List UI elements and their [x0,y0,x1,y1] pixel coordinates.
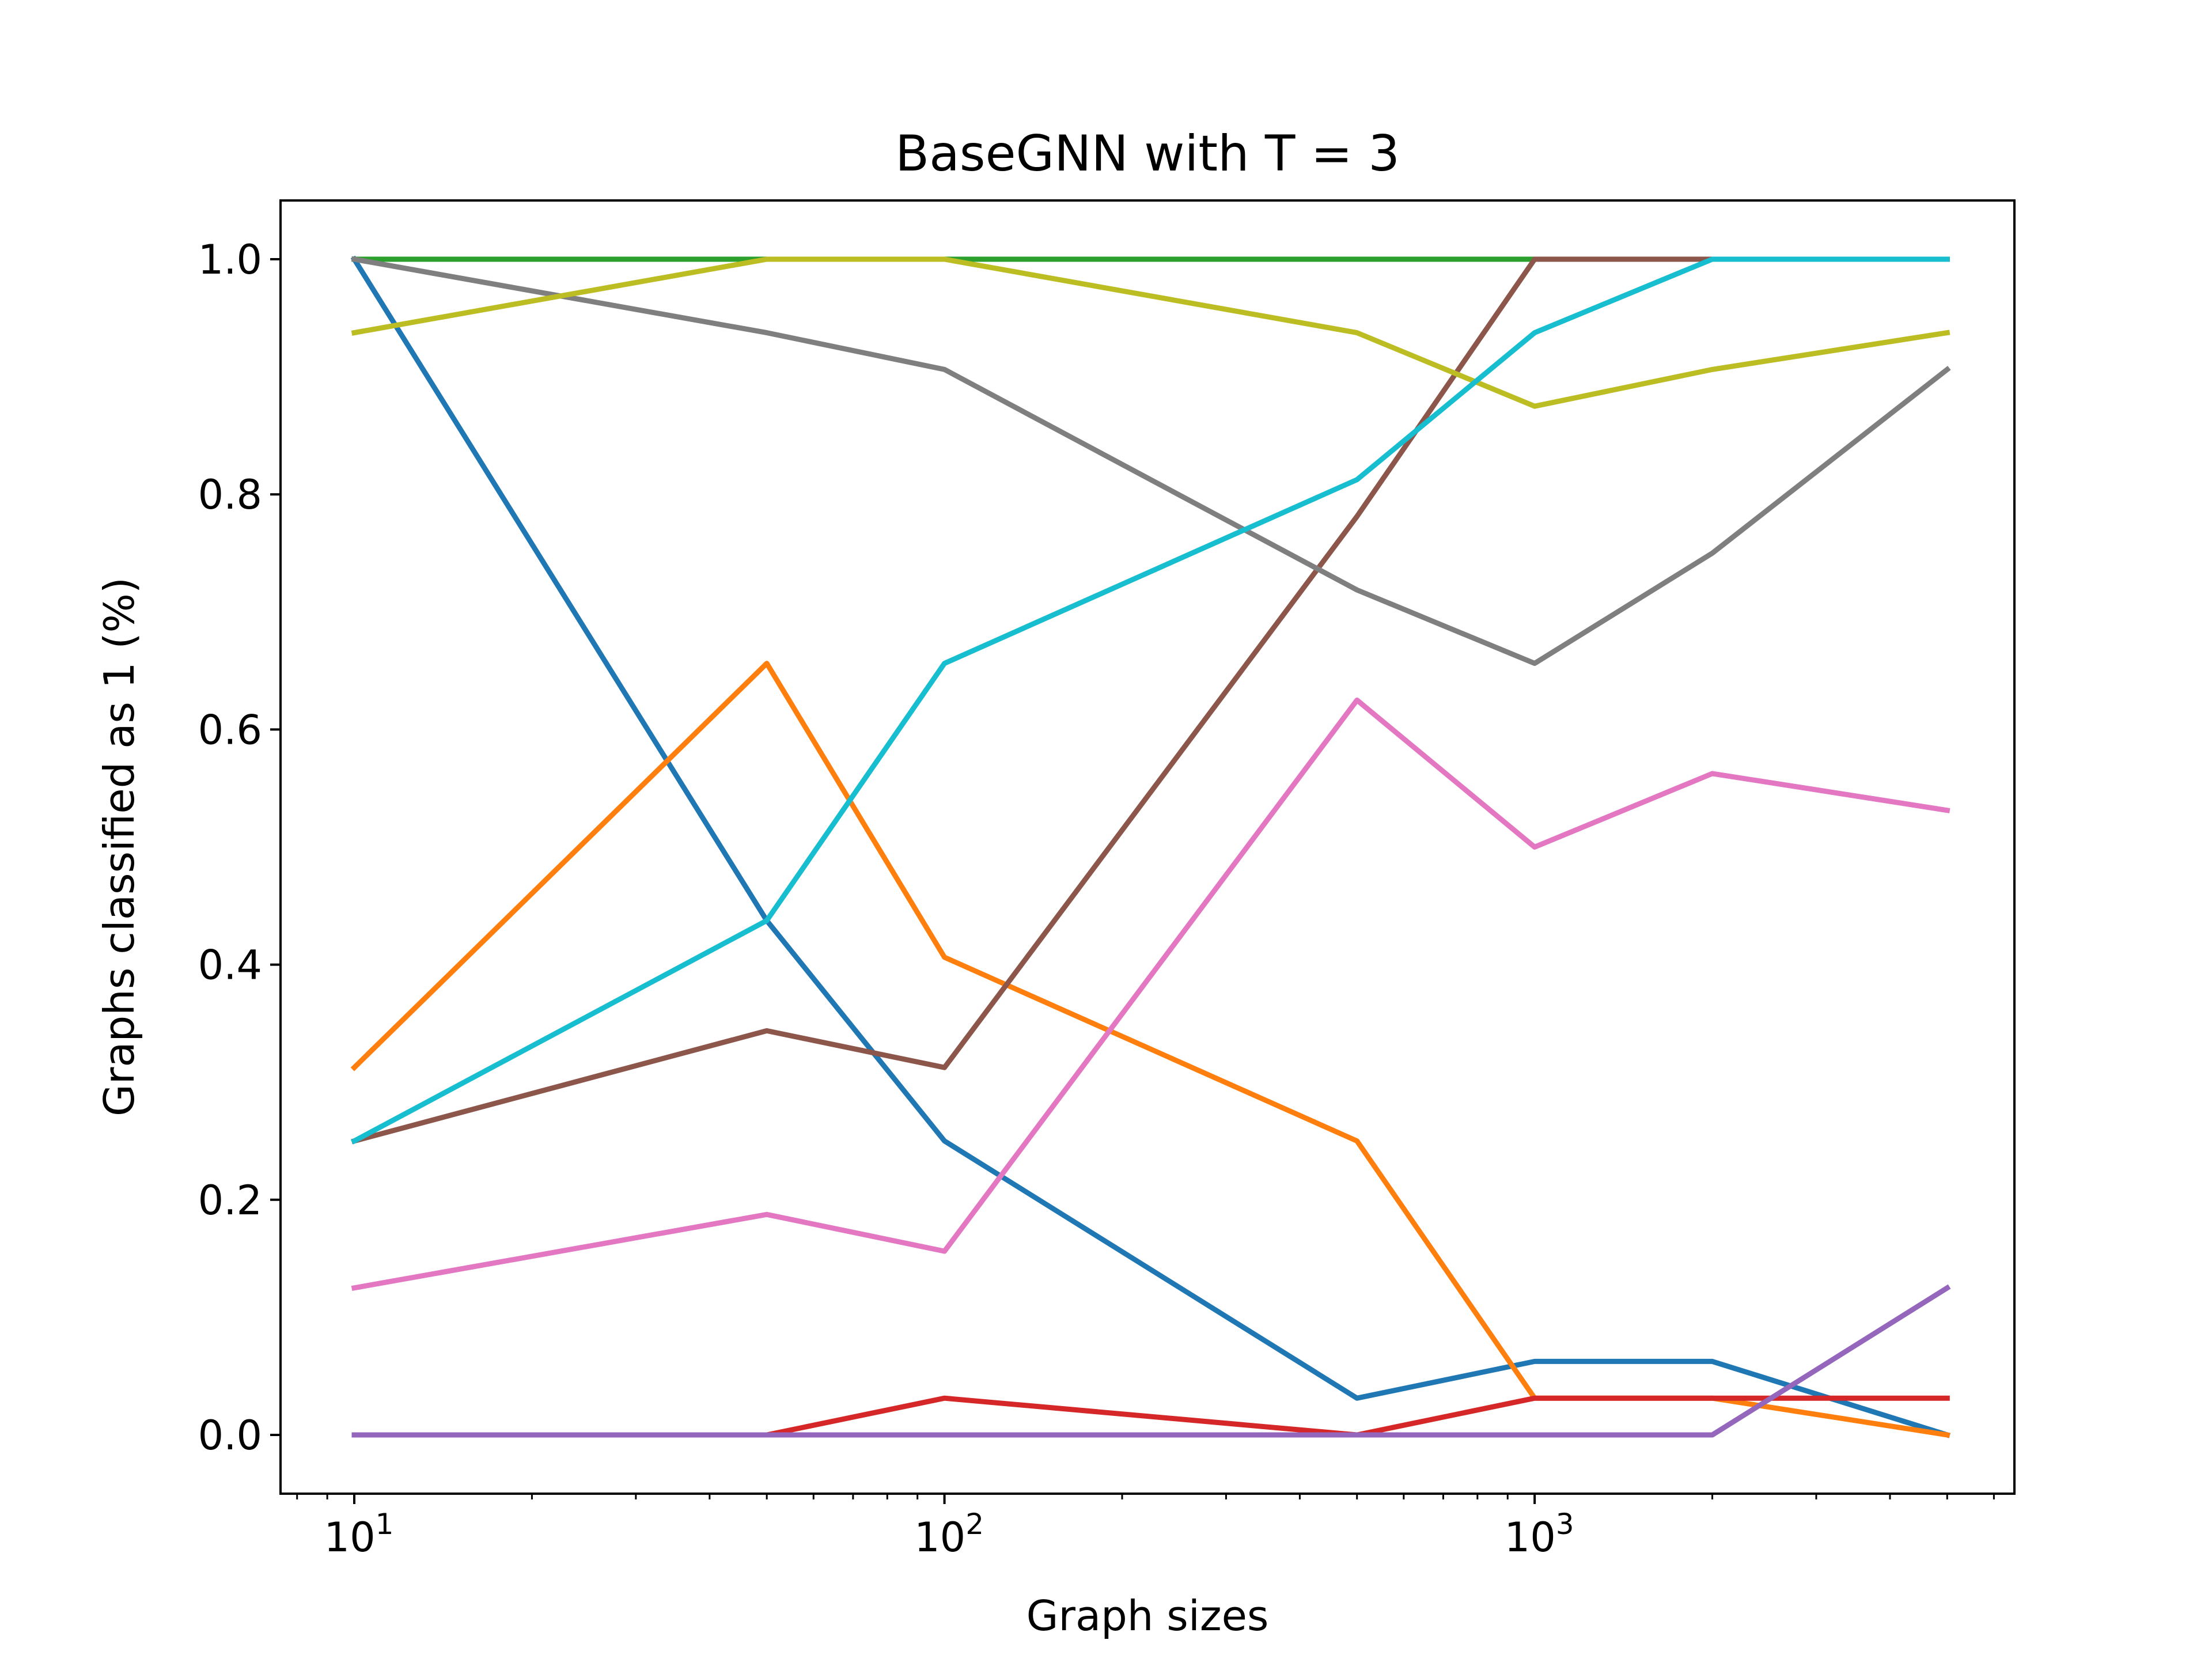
series-line-4 [351,1395,1950,1438]
y-tick-label: 0.0 [198,1412,262,1459]
x-tick-label: 103 [1505,1508,1574,1561]
series-line-2 [350,661,1950,1438]
chart-title: BaseGNN with T = 3 [895,125,1400,183]
y-tick-label: 0.8 [198,471,262,518]
series-line-6 [351,256,1950,1145]
y-tick-label: 0.2 [198,1177,262,1224]
y-tick-label: 1.0 [198,236,262,283]
series-line-1 [350,255,1950,1438]
y-tick-label: 0.4 [198,942,262,989]
plot-area-frame [279,199,2016,1495]
y-tick-label: 0.6 [198,706,262,753]
x-axis-label: Graph sizes [1027,1592,1269,1640]
x-tick-label: 102 [914,1508,984,1561]
y-axis-label: Graphs classified as 1 (%) [95,577,143,1116]
series-layer [350,255,1951,1438]
series-line-8 [351,256,1951,666]
series-line-9 [351,256,1950,409]
x-axis: 101 102 103 [296,1494,1995,1561]
series-line-10 [350,256,1950,1145]
series-line-7 [351,697,1950,1291]
series-line-5 [351,1284,1951,1438]
y-axis: 0.0 0.2 0.4 0.6 0.8 1.0 [198,236,281,1459]
x-tick-label: 101 [324,1508,394,1561]
